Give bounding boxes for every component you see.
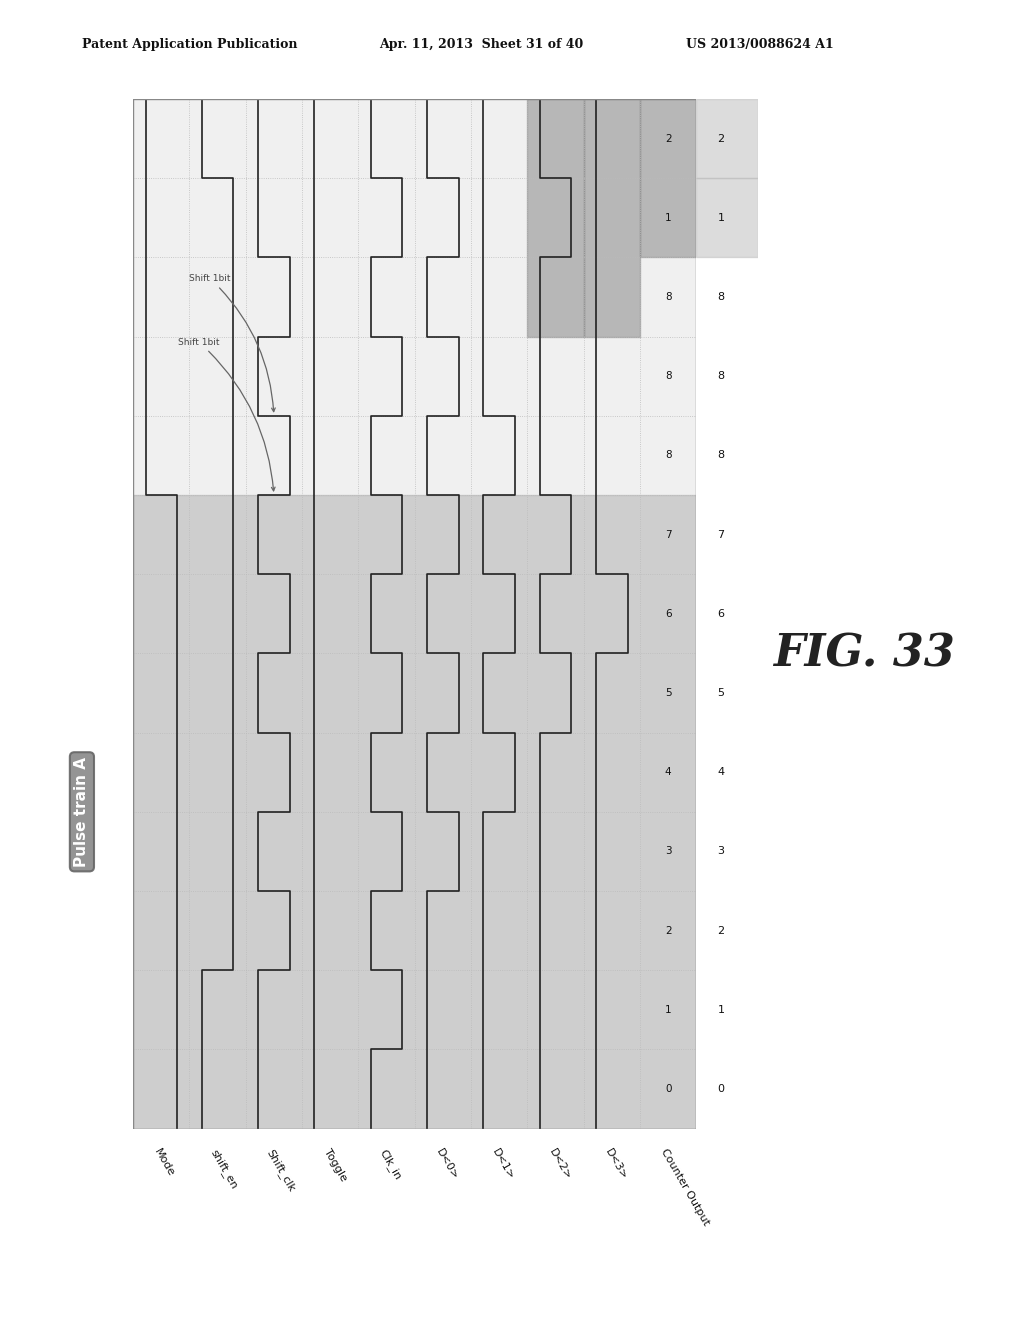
Text: Toggle: Toggle — [322, 1147, 348, 1183]
Text: 6: 6 — [718, 609, 724, 619]
Text: Apr. 11, 2013  Sheet 31 of 40: Apr. 11, 2013 Sheet 31 of 40 — [379, 37, 583, 50]
Text: D<3>: D<3> — [603, 1147, 629, 1181]
Text: 7: 7 — [665, 529, 672, 540]
Text: 6: 6 — [665, 609, 672, 619]
Text: Clk_in: Clk_in — [377, 1147, 403, 1181]
Text: shift_en: shift_en — [208, 1147, 240, 1191]
Bar — [696, 99, 758, 178]
Text: 8: 8 — [718, 292, 724, 302]
Text: 5: 5 — [665, 688, 672, 698]
Text: Pulse train A: Pulse train A — [75, 756, 89, 867]
Text: 4: 4 — [718, 767, 724, 777]
Text: 0: 0 — [665, 1084, 672, 1094]
Text: 8: 8 — [718, 371, 724, 381]
Text: 1: 1 — [665, 213, 672, 223]
Text: US 2013/0088624 A1: US 2013/0088624 A1 — [686, 37, 834, 50]
Text: Counter Output: Counter Output — [659, 1147, 712, 1228]
Text: 5: 5 — [718, 688, 724, 698]
Bar — [640, 99, 696, 257]
Text: 2: 2 — [665, 133, 672, 144]
Bar — [527, 99, 584, 337]
Text: 1: 1 — [718, 1005, 724, 1015]
Text: FIG. 33: FIG. 33 — [773, 632, 955, 676]
Text: 3: 3 — [718, 846, 724, 857]
Text: 1: 1 — [665, 1005, 672, 1015]
Text: 8: 8 — [665, 450, 672, 461]
Bar — [133, 495, 696, 1129]
Text: D<0>: D<0> — [434, 1147, 460, 1181]
Text: 2: 2 — [718, 925, 724, 936]
Text: 2: 2 — [718, 133, 724, 144]
Text: Patent Application Publication: Patent Application Publication — [82, 37, 297, 50]
Text: 8: 8 — [665, 292, 672, 302]
Bar — [584, 99, 640, 337]
Text: 7: 7 — [718, 529, 724, 540]
Text: 8: 8 — [665, 371, 672, 381]
Bar — [696, 178, 758, 257]
Text: 0: 0 — [718, 1084, 724, 1094]
Text: 8: 8 — [718, 450, 724, 461]
Text: Shift 1bit: Shift 1bit — [189, 275, 275, 412]
Text: Shift_clk: Shift_clk — [264, 1147, 297, 1193]
Text: D<1>: D<1> — [490, 1147, 516, 1181]
Text: 4: 4 — [665, 767, 672, 777]
Text: Mode: Mode — [153, 1147, 176, 1179]
Text: 2: 2 — [665, 925, 672, 936]
Text: D<2>: D<2> — [547, 1147, 572, 1181]
Text: Shift 1bit: Shift 1bit — [178, 338, 275, 491]
Text: 1: 1 — [718, 213, 724, 223]
Text: 3: 3 — [665, 846, 672, 857]
